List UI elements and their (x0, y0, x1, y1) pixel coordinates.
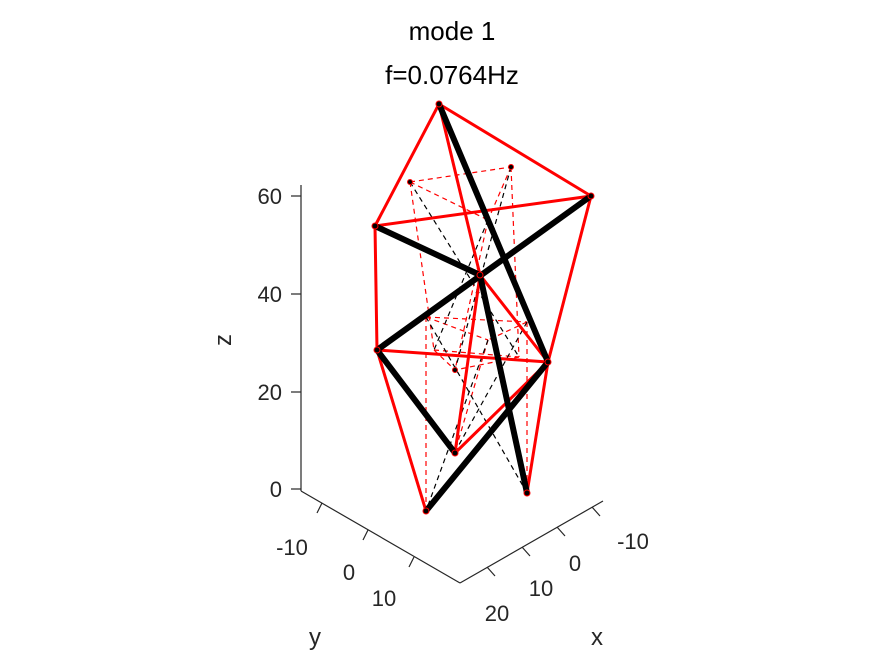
node (476, 271, 484, 279)
undeformed-strut (425, 316, 528, 494)
deformed-cables (373, 102, 593, 513)
x-tick-label-20: 20 (485, 601, 509, 626)
undeformed-cable (409, 181, 435, 351)
node (544, 358, 552, 366)
x-tick-label-10: 10 (529, 576, 553, 601)
cable (375, 348, 428, 513)
undeformed-cable (409, 166, 512, 183)
undeformed-cable (510, 166, 520, 358)
cable (525, 360, 550, 495)
x-tick-20 (486, 566, 496, 577)
undeformed-cable (487, 166, 512, 221)
z-tick-label-40: 40 (258, 282, 282, 307)
node (587, 192, 595, 200)
x-axis-label: x (591, 624, 603, 651)
undeformed-strut (433, 219, 489, 351)
x-tick-label--10: -10 (617, 529, 649, 554)
cable (546, 194, 593, 364)
x-tick-label-0: 0 (569, 551, 581, 576)
node (451, 449, 459, 457)
node (435, 100, 443, 108)
node (523, 489, 531, 497)
z-tick-label-20: 20 (258, 380, 282, 405)
deformed-struts (372, 101, 594, 514)
y-tick-label--10: -10 (276, 535, 308, 560)
undeformed-strut (425, 339, 489, 512)
cable (373, 102, 441, 228)
undeformed-cable (425, 316, 528, 323)
node (422, 507, 430, 515)
strut (477, 272, 530, 496)
undeformed-cable (425, 316, 489, 341)
y-axis-line (300, 490, 461, 584)
x-tick--10 (591, 506, 601, 517)
cable (373, 224, 379, 352)
chart-title-line-1: mode 1 (409, 16, 496, 46)
strut (423, 359, 551, 514)
z-tick-label-60: 60 (258, 184, 282, 209)
strut (374, 347, 458, 456)
undeformed-cable (487, 321, 528, 341)
y-axis-label: y (309, 624, 321, 651)
cable (478, 273, 550, 364)
undeformed-cable (454, 219, 489, 371)
x-tick-10 (521, 546, 531, 557)
undeformed-cable (409, 181, 489, 221)
nodes (371, 100, 595, 515)
x-axis-line (459, 500, 604, 584)
node (371, 222, 379, 230)
y-tick-label-10: 10 (372, 586, 396, 611)
undeformed-strut (454, 321, 528, 453)
y-tick--10 (316, 502, 323, 514)
x-tick-0 (556, 526, 566, 537)
y-tick-label-0: 0 (343, 560, 355, 585)
node (373, 346, 381, 354)
node (508, 164, 514, 170)
y-tick-0 (362, 529, 369, 541)
z-tick-label-0: 0 (270, 477, 282, 502)
cable (453, 273, 482, 455)
strut (374, 193, 594, 353)
node (452, 367, 458, 373)
y-tick-10 (408, 556, 415, 568)
chart-title-line-2: f=0.0764Hz (385, 60, 519, 90)
undeformed-strut (454, 166, 512, 371)
undeformed-structure (409, 166, 528, 512)
node (407, 179, 413, 185)
cable (437, 102, 593, 198)
cable (437, 102, 482, 277)
axes (291, 185, 604, 584)
cable (375, 348, 550, 364)
strut (436, 101, 551, 365)
strut (372, 223, 483, 278)
z-axis-label: z (210, 334, 237, 346)
